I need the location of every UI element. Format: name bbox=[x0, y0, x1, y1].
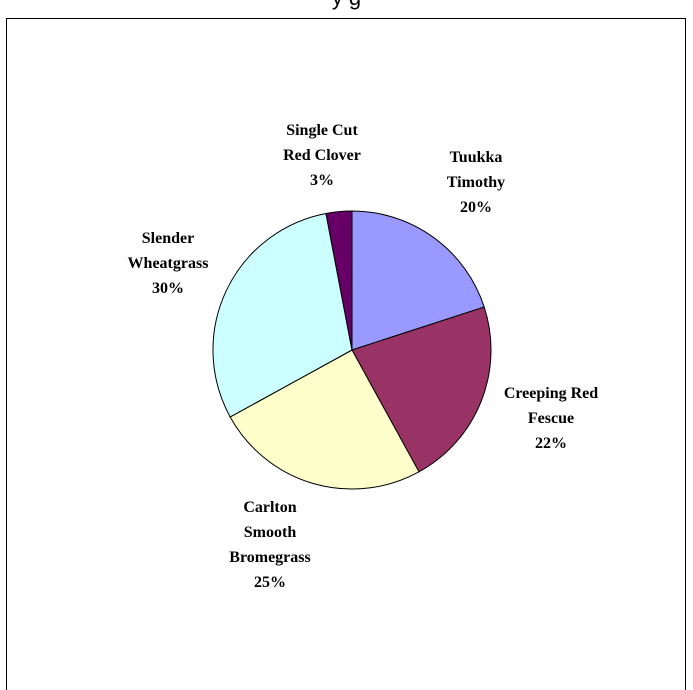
pie-slice-1 bbox=[351, 306, 492, 473]
pie-slice-4 bbox=[325, 210, 353, 351]
slice-label-line-0-1: Timothy bbox=[447, 174, 505, 191]
slice-percent-1: 22% bbox=[535, 435, 567, 452]
pie-labels: Tuukka Timothy 20% Creeping Red Fescue 22% Car… bbox=[128, 122, 599, 591]
slice-label-3: Slender Wheatgrass 30% bbox=[128, 230, 209, 297]
slice-label-1: Creeping Red Fescue 22% bbox=[504, 385, 598, 452]
slice-label-line-3-1: Wheatgrass bbox=[128, 255, 209, 272]
pie-slices bbox=[212, 210, 492, 490]
slice-label-line-2-2: Bromegrass bbox=[229, 549, 310, 566]
slice-percent-2: 25% bbox=[254, 574, 286, 591]
slice-percent-0: 20% bbox=[460, 199, 492, 216]
slice-label-line-1-1: Fescue bbox=[528, 410, 574, 427]
slice-label-line-0-0: Tuukka bbox=[450, 149, 503, 166]
slice-label-2: Carlton Smooth Bromegrass 25% bbox=[229, 499, 310, 591]
slice-label-line-2-1: Smooth bbox=[244, 524, 297, 541]
pie-slice-3 bbox=[212, 212, 353, 418]
pie-slice-0 bbox=[351, 210, 485, 351]
chart-title-fragment: y g bbox=[0, 0, 693, 10]
slice-label-line-2-0: Carlton bbox=[243, 499, 296, 516]
slice-label-4: Single Cut Red Clover 3% bbox=[283, 122, 361, 189]
slice-label-line-4-1: Red Clover bbox=[283, 147, 361, 164]
slice-percent-4: 3% bbox=[310, 172, 334, 189]
chart-area bbox=[6, 18, 686, 690]
slice-percent-3: 30% bbox=[152, 280, 184, 297]
slice-label-line-3-0: Slender bbox=[142, 230, 194, 247]
slice-label-line-4-0: Single Cut bbox=[286, 122, 358, 139]
pie-slice-2 bbox=[229, 349, 420, 490]
slice-label-0: Tuukka Timothy 20% bbox=[447, 149, 505, 216]
slice-label-line-1-0: Creeping Red bbox=[504, 385, 598, 402]
